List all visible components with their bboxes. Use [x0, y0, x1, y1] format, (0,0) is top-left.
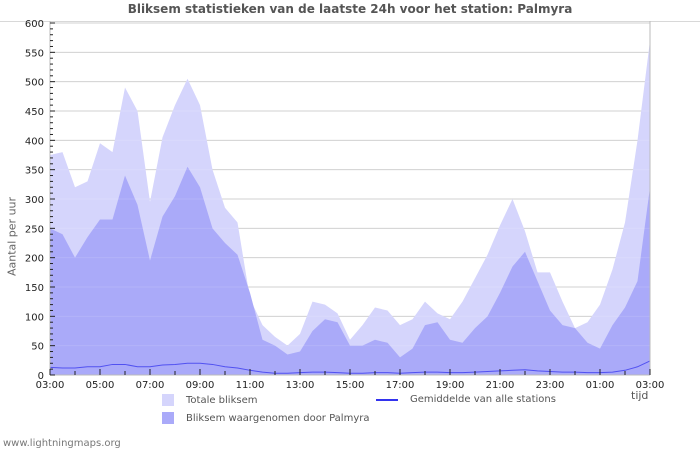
x-tick-label: 19:00	[436, 380, 465, 391]
x-tick-label: 07:00	[136, 380, 165, 391]
chart-series	[49, 22, 651, 375]
title-divider	[0, 21, 700, 22]
legend-swatch-average	[376, 398, 398, 401]
x-tick-label: 15:00	[336, 380, 365, 391]
x-tick-label: 01:00	[586, 380, 615, 391]
legend-swatch-total	[162, 394, 174, 406]
y-tick-label: 0	[38, 371, 44, 382]
y-tick-label: 450	[25, 107, 44, 118]
x-tick-label: 17:00	[386, 380, 415, 391]
chart-title: Bliksem statistieken van de laatste 24h …	[127, 2, 573, 16]
x-tick-label: 11:00	[236, 380, 265, 391]
x-tick-label: 05:00	[86, 380, 115, 391]
y-tick-label: 400	[25, 136, 44, 147]
y-tick-label: 250	[25, 224, 44, 235]
x-tick-label: 03:00	[36, 380, 65, 391]
legend-label-total: Totale bliksem	[186, 394, 258, 406]
x-tick-label: 03:00	[636, 380, 665, 391]
chart-axes: 0 50 100 150 200 250 300 350 400 450 500 550 600 03:0…	[25, 19, 665, 391]
x-tick-label: 23:00	[536, 380, 565, 391]
y-tick-label: 350	[25, 166, 44, 177]
legend-label-station: Bliksem waargenomen door Palmyra	[186, 412, 370, 424]
y-tick-label: 600	[25, 19, 44, 30]
x-tick-label: 09:00	[186, 380, 215, 391]
legend-item-station: Bliksem waargenomen door Palmyra	[162, 412, 370, 424]
y-tick-label: 500	[25, 78, 44, 89]
y-tick-label: 100	[25, 312, 44, 323]
legend-swatch-station	[162, 412, 174, 424]
x-tick-label: 21:00	[486, 380, 515, 391]
area-station-lightning	[50, 166, 650, 375]
y-tick-label: 200	[25, 254, 44, 265]
y-tick-label: 150	[25, 283, 44, 294]
y-tick-label: 50	[31, 342, 44, 353]
legend-item-total: Totale bliksem	[162, 394, 257, 406]
y-tick-label: 300	[25, 195, 44, 206]
y-tick-label: 550	[25, 48, 44, 59]
x-axis-label: tijd	[631, 389, 649, 402]
source-link[interactable]: www.lightningmaps.org	[3, 438, 121, 449]
legend-label-average: Gemiddelde van alle stations	[410, 394, 556, 405]
legend-item-average: Gemiddelde van alle stations	[376, 394, 556, 405]
x-tick-label: 13:00	[286, 380, 315, 391]
